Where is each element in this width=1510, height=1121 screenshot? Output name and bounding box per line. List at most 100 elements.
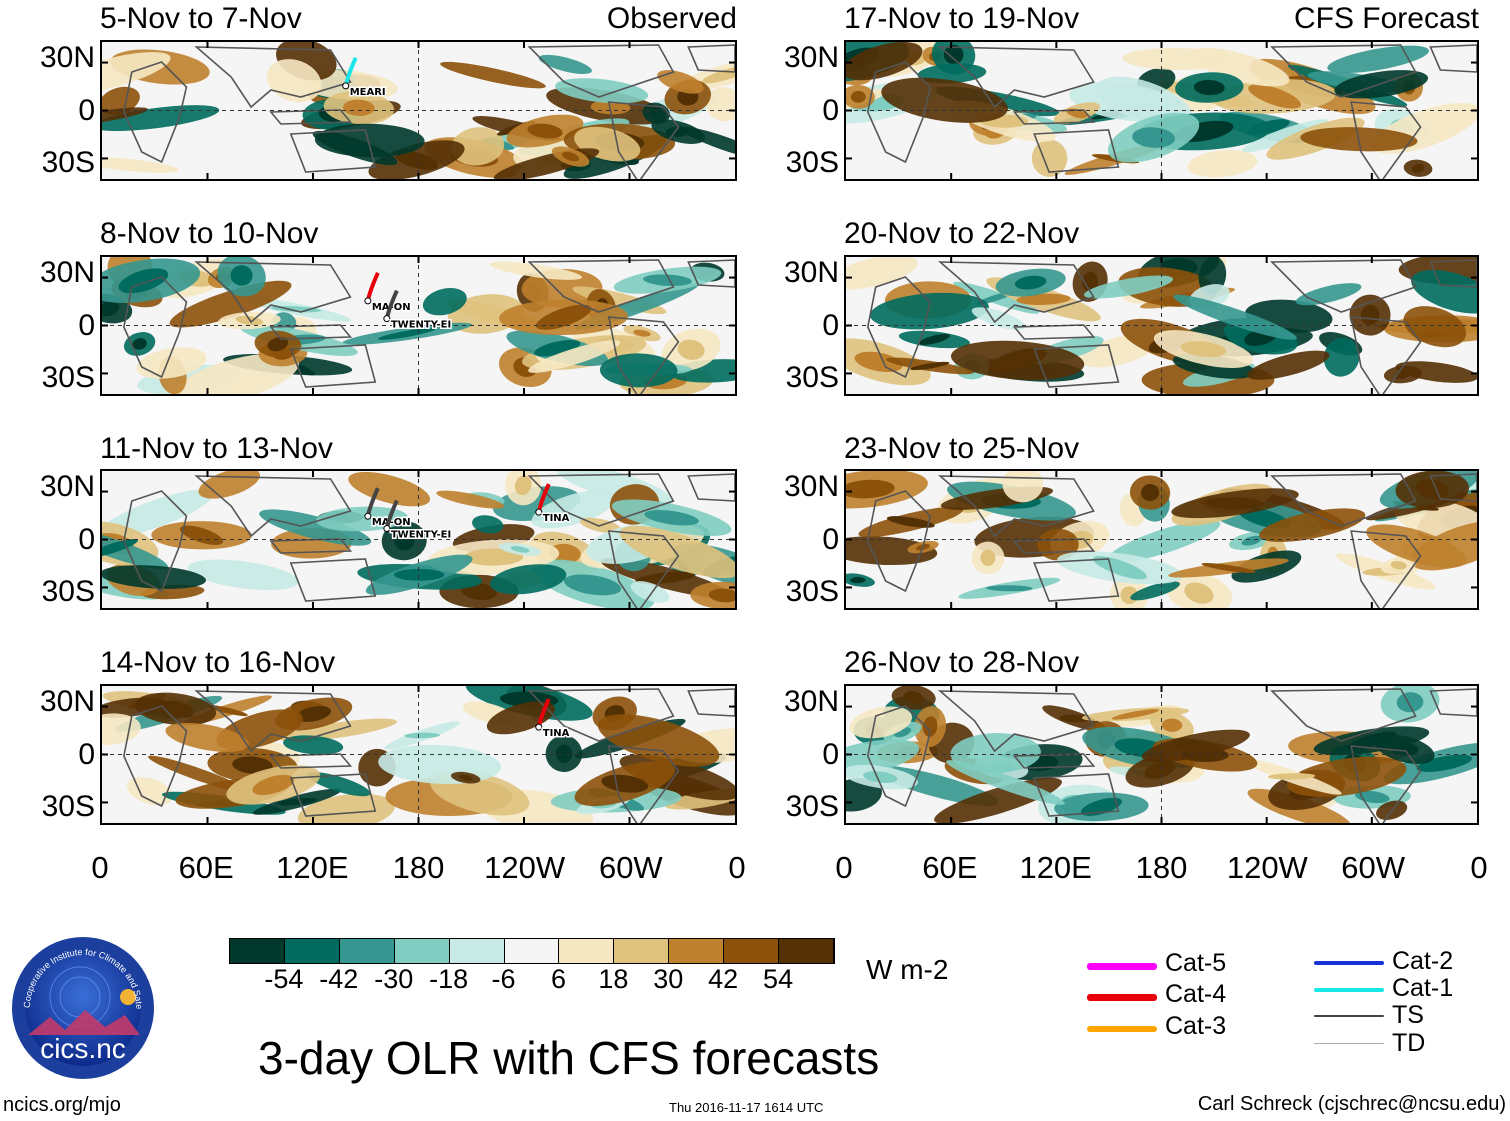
storm-name-label: MA-ON bbox=[372, 517, 411, 528]
olr-map-panel[interactable] bbox=[844, 255, 1479, 396]
legend-swatch bbox=[1087, 963, 1157, 970]
colorbar-swatch bbox=[449, 939, 505, 963]
longitude-label: 0 bbox=[835, 850, 853, 885]
colorbar-swatch bbox=[339, 939, 395, 963]
latitude-label: 30S bbox=[41, 145, 95, 179]
longitude-label: 0 bbox=[728, 850, 746, 885]
storm-track[interactable]: MA-ON bbox=[364, 487, 412, 530]
latitude-label: 30S bbox=[41, 574, 95, 608]
legend-swatch bbox=[1314, 961, 1384, 965]
colorbar-swatch bbox=[394, 939, 450, 963]
colorbar-swatch bbox=[284, 939, 340, 963]
storm-name-label: TWENTY-EI bbox=[391, 530, 451, 541]
latitude-label: 30N bbox=[783, 685, 839, 719]
colorbar-tick-label: -54 bbox=[264, 964, 304, 994]
colorbar bbox=[229, 938, 835, 964]
olr-map-panel[interactable] bbox=[844, 40, 1479, 181]
latitude-label: 30N bbox=[39, 41, 95, 75]
storm-name-label: MEARI bbox=[350, 87, 386, 98]
storm-track[interactable]: TWENTY-EI bbox=[383, 289, 453, 332]
longitude-label: 120W bbox=[1226, 850, 1308, 885]
legend-label: Cat-4 bbox=[1165, 980, 1227, 1008]
colorbar-tick-label: -6 bbox=[491, 964, 516, 994]
panel-title: 14-Nov to 16-Nov bbox=[100, 646, 336, 679]
colorbar-tick-label: 42 bbox=[708, 964, 739, 994]
legend-label: Cat-3 bbox=[1165, 1012, 1227, 1040]
legend-label: TD bbox=[1392, 1029, 1426, 1057]
colorbar-tick-label: 6 bbox=[550, 964, 566, 994]
colorbar-tick-label: -18 bbox=[429, 964, 469, 994]
olr-map-panel[interactable]: MEARI bbox=[100, 40, 737, 181]
longitude-label: 180 bbox=[1135, 850, 1188, 885]
storm-track[interactable]: TINA bbox=[535, 698, 571, 741]
legend-swatch bbox=[1087, 1026, 1157, 1032]
olr-map-panel[interactable] bbox=[844, 684, 1479, 825]
longitude-label: 120E bbox=[1019, 850, 1092, 885]
olr-map-panel[interactable]: MA-ON TWENTY-EI bbox=[100, 255, 737, 396]
olr-field-map bbox=[846, 471, 1477, 608]
legend-label: TS bbox=[1392, 1001, 1424, 1029]
colorbar-swatch bbox=[669, 939, 725, 963]
colorbar-tick-label: -42 bbox=[319, 964, 359, 994]
olr-field-map bbox=[846, 257, 1477, 394]
storm-name-label: TWENTY-EI bbox=[391, 320, 451, 331]
olr-map-panel[interactable] bbox=[844, 469, 1479, 610]
footer-author: Carl Schreck (cjschrec@ncsu.edu) bbox=[1197, 1093, 1506, 1115]
cics-logo[interactable]: Cooperative Institute for Climate and Sa… bbox=[7, 927, 156, 1081]
longitude-label: 120W bbox=[484, 850, 566, 885]
latitude-label: 0 bbox=[78, 308, 95, 342]
panel-source-tag: Observed bbox=[606, 2, 737, 35]
latitude-label: 30S bbox=[41, 360, 95, 394]
latitude-label: 0 bbox=[78, 737, 95, 771]
latitude-label: 0 bbox=[822, 93, 839, 127]
legend-label: Cat-1 bbox=[1392, 974, 1454, 1002]
colorbar-tick-label: 30 bbox=[653, 964, 684, 994]
logo-text: cics.nc bbox=[40, 1033, 126, 1064]
latitude-label: 30N bbox=[39, 685, 95, 719]
longitude-label: 180 bbox=[392, 850, 445, 885]
colorbar-tick-label: 18 bbox=[598, 964, 629, 994]
longitude-label: 60W bbox=[1341, 850, 1406, 885]
longitude-label: 60E bbox=[178, 850, 234, 885]
longitude-label: 0 bbox=[1470, 850, 1488, 885]
olr-field-map: MA-ON TWENTY-EI TINA bbox=[102, 471, 735, 608]
storm-name-label: TINA bbox=[543, 513, 570, 524]
latitude-label: 30N bbox=[783, 41, 839, 75]
colorbar-swatch bbox=[559, 939, 615, 963]
latitude-label: 0 bbox=[78, 522, 95, 556]
footer-timestamp: Thu 2016-11-17 1614 UTC bbox=[669, 1100, 824, 1115]
storm-name-label: TINA bbox=[543, 728, 570, 739]
colorbar-tick-label: -30 bbox=[374, 964, 414, 994]
legend-label: Cat-5 bbox=[1165, 949, 1227, 977]
storm-track[interactable]: TWENTY-EI bbox=[383, 499, 453, 542]
footer-website[interactable]: ncics.org/mjo bbox=[3, 1094, 121, 1116]
olr-field-map: TINA bbox=[102, 686, 735, 823]
panel-title: 26-Nov to 28-Nov bbox=[844, 646, 1080, 679]
storm-track[interactable]: TINA bbox=[535, 483, 571, 526]
panel-title: 17-Nov to 19-Nov bbox=[844, 2, 1080, 35]
panel-title: 23-Nov to 25-Nov bbox=[844, 432, 1080, 465]
olr-map-panel[interactable]: MA-ON TWENTY-EI TINA bbox=[100, 469, 737, 610]
latitude-label: 0 bbox=[822, 737, 839, 771]
panel-title: 5-Nov to 7-Nov bbox=[100, 2, 302, 35]
longitude-label: 120E bbox=[276, 850, 349, 885]
colorbar-tick-label: 54 bbox=[763, 964, 794, 994]
main-title: 3-day OLR with CFS forecasts bbox=[258, 1032, 880, 1084]
legend-swatch bbox=[1314, 1015, 1384, 1017]
logo-icon: Cooperative Institute for Climate and Sa… bbox=[7, 927, 154, 1079]
olr-field-map bbox=[846, 42, 1477, 179]
latitude-label: 30S bbox=[785, 789, 839, 823]
longitude-label: 60E bbox=[922, 850, 978, 885]
latitude-label: 30S bbox=[41, 789, 95, 823]
latitude-label: 30N bbox=[39, 256, 95, 290]
panel-title: 8-Nov to 10-Nov bbox=[100, 217, 319, 250]
panel-source-tag: CFS Forecast bbox=[1293, 2, 1479, 35]
longitude-label: 0 bbox=[91, 850, 109, 885]
legend-label: Cat-2 bbox=[1392, 947, 1454, 975]
colorbar-swatch bbox=[724, 939, 780, 963]
panel-title: 11-Nov to 13-Nov bbox=[100, 432, 333, 465]
latitude-label: 30S bbox=[785, 145, 839, 179]
olr-map-panel[interactable]: TINA bbox=[100, 684, 737, 825]
storm-track[interactable]: MEARI bbox=[342, 57, 387, 99]
legend-swatch bbox=[1314, 1043, 1384, 1044]
